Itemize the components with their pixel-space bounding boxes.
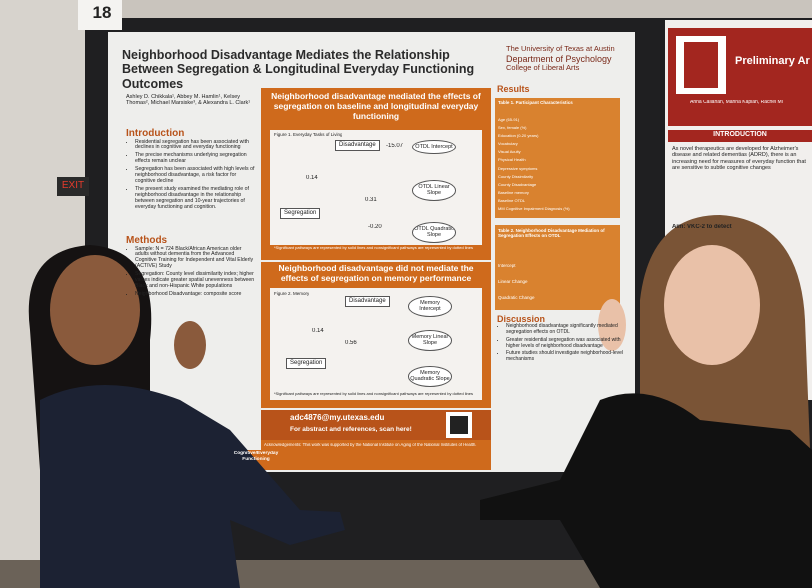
methods: Methods Sample: N = 724 Black/African Am… bbox=[126, 235, 256, 345]
badge-label: Cognitive/Everyday Functioning bbox=[233, 451, 279, 462]
table-row-label: Visual Acuity bbox=[498, 149, 521, 155]
bullet: The precise mechanisms underlying segreg… bbox=[135, 152, 256, 165]
acknowledgment-bar bbox=[261, 440, 491, 470]
hand bbox=[598, 299, 626, 351]
table-row-label: Quadratic Change bbox=[498, 295, 535, 300]
table-row-label: Age (65-91) bbox=[498, 117, 520, 122]
path-label: 0.31 bbox=[365, 197, 377, 203]
node: Segregation bbox=[280, 208, 321, 219]
path-label: 0.14 bbox=[312, 328, 324, 334]
table-row-label: Sex, female (%) bbox=[498, 125, 527, 131]
number-sign bbox=[78, 0, 122, 30]
heading: Methods bbox=[126, 235, 168, 246]
node: Memory Linear Slope bbox=[408, 330, 452, 351]
node: Memory Intercept bbox=[408, 296, 452, 317]
bullet: Neighborhood disadvantage significantly … bbox=[506, 324, 625, 336]
bullet: Segregation has been associated with hig… bbox=[135, 166, 256, 185]
bullets: Residential segregation has been associa… bbox=[126, 139, 256, 212]
poster-title: Neighborhood Disadvantage Mediates the R… bbox=[122, 48, 475, 91]
table-row-label: Intercept bbox=[498, 263, 516, 268]
university-line: College of Liberal Arts bbox=[506, 62, 580, 72]
bullets: Neighborhood disadvantage significantly … bbox=[497, 324, 625, 363]
bullet: The present study examined the mediating… bbox=[135, 186, 256, 211]
table-title: Table 2. Neighborhood Disadvantage Media… bbox=[498, 228, 605, 239]
university-line: The University of Texas at Austin bbox=[506, 45, 615, 53]
results-heading: Results bbox=[497, 84, 530, 94]
path-label: 0.56 bbox=[345, 340, 357, 346]
node: Memory Quadratic Slope bbox=[408, 366, 452, 387]
exit-label: EXIT bbox=[61, 180, 85, 191]
university: The University of Texas at Austin Depart… bbox=[506, 45, 628, 73]
table-row-label: County Disadvantage bbox=[498, 181, 537, 187]
right-text: As novel therapeutics are developed for … bbox=[672, 146, 806, 171]
table-row-label: Vocabulary bbox=[498, 141, 518, 147]
bullet: Residential segregation has been associa… bbox=[135, 139, 256, 152]
table-2 bbox=[495, 225, 620, 310]
table-row-label: Baseline OTDL bbox=[498, 197, 526, 203]
table-rows: Age (65-91) Sex, female (%) Education (0-2… bbox=[498, 116, 578, 213]
table-title: Table 1. Participant Characteristics bbox=[498, 100, 573, 105]
table-row-label: County Dissimilarity bbox=[498, 173, 534, 179]
person-right bbox=[480, 215, 812, 588]
figure-caption: Figure 2. Memory bbox=[274, 291, 310, 296]
box-1-title: Neighborhood disadvantage mediated the e… bbox=[271, 92, 481, 121]
table-row-label: MM Cognitive Impairment Diagnosis (%) bbox=[498, 206, 570, 212]
node: OTDL Quadratic Slope bbox=[412, 222, 456, 243]
heading: Discussion bbox=[497, 314, 546, 324]
right-title: Preliminary Ar bbox=[735, 55, 810, 67]
figure-note: *Significant pathways are represented by… bbox=[274, 246, 474, 250]
qr-prompt: For abstract and references, scan here! bbox=[290, 426, 412, 433]
discussion: Discussion Neighborhood disadvantage sig… bbox=[497, 314, 625, 365]
right-aim: Aim: VKC-2 to detect bbox=[672, 224, 732, 230]
right-section-bar bbox=[668, 130, 812, 142]
node: Disadvantage bbox=[335, 140, 380, 151]
bullet: Neighborhood Disadvantage: composite sco… bbox=[135, 291, 256, 298]
bullets: Sample: N = 724 Black/African American o… bbox=[126, 246, 256, 299]
table-rows: Intercept Linear Change Quadratic Change bbox=[498, 258, 538, 306]
path-label: -15.07 bbox=[386, 143, 404, 149]
table-row-label: Depressive symptoms bbox=[498, 165, 538, 171]
bullet: Sample: N = 724 Black/African American o… bbox=[135, 246, 256, 271]
face bbox=[664, 245, 760, 365]
university-line: Department of Psychology bbox=[506, 53, 612, 64]
hand bbox=[174, 321, 206, 369]
path-label: -0.20 bbox=[368, 224, 382, 230]
person-left bbox=[28, 245, 345, 588]
bullet: Future studies should investigate neighb… bbox=[506, 351, 625, 363]
heading: Introduction bbox=[126, 128, 185, 139]
jacket bbox=[480, 393, 812, 588]
node: Disadvantage bbox=[345, 296, 390, 307]
path-label: 0.14 bbox=[306, 175, 318, 181]
node: Segregation bbox=[286, 358, 327, 369]
bullet: Segregation: County level dissimilarity … bbox=[135, 271, 256, 290]
authors: Ashley D. Chikkala¹, Abbey M. Hamlin¹, K… bbox=[126, 94, 251, 107]
box-2-title: Neighborhood disadvantage did not mediat… bbox=[278, 264, 474, 283]
right-section: INTRODUCTION bbox=[713, 131, 767, 138]
bullet: Greater residential segregation was asso… bbox=[506, 337, 625, 350]
node: OTDL Intercept bbox=[412, 140, 456, 155]
table-row-label: Linear Change bbox=[498, 279, 528, 284]
right-authors: Anna Callahan, Manna Kaplan, Rachel Mi bbox=[690, 100, 783, 105]
email[interactable]: adc4876@my.utexas.edu bbox=[290, 413, 385, 422]
table-row-label: Education (0-20 years) bbox=[498, 133, 539, 139]
exit-sign bbox=[57, 177, 89, 196]
face bbox=[50, 255, 140, 365]
introduction: Introduction Residential segregation has… bbox=[126, 128, 256, 228]
node: OTDL Linear Slope bbox=[412, 180, 456, 201]
table-row-label: Physical Health bbox=[498, 157, 526, 163]
table-row-label: Baseline memory bbox=[498, 189, 529, 195]
acknowledgments: Acknowledgements: This work was supporte… bbox=[264, 443, 477, 447]
poster-number: 18 bbox=[92, 3, 112, 22]
ut-logo-t bbox=[684, 42, 718, 88]
table-1 bbox=[495, 98, 620, 218]
jacket bbox=[40, 385, 345, 588]
qr-pattern bbox=[450, 416, 468, 434]
figure-note: *Significant pathways are represented by… bbox=[274, 392, 474, 396]
figure-caption: Figure 1. Everyday Tasks of Living bbox=[274, 132, 343, 137]
